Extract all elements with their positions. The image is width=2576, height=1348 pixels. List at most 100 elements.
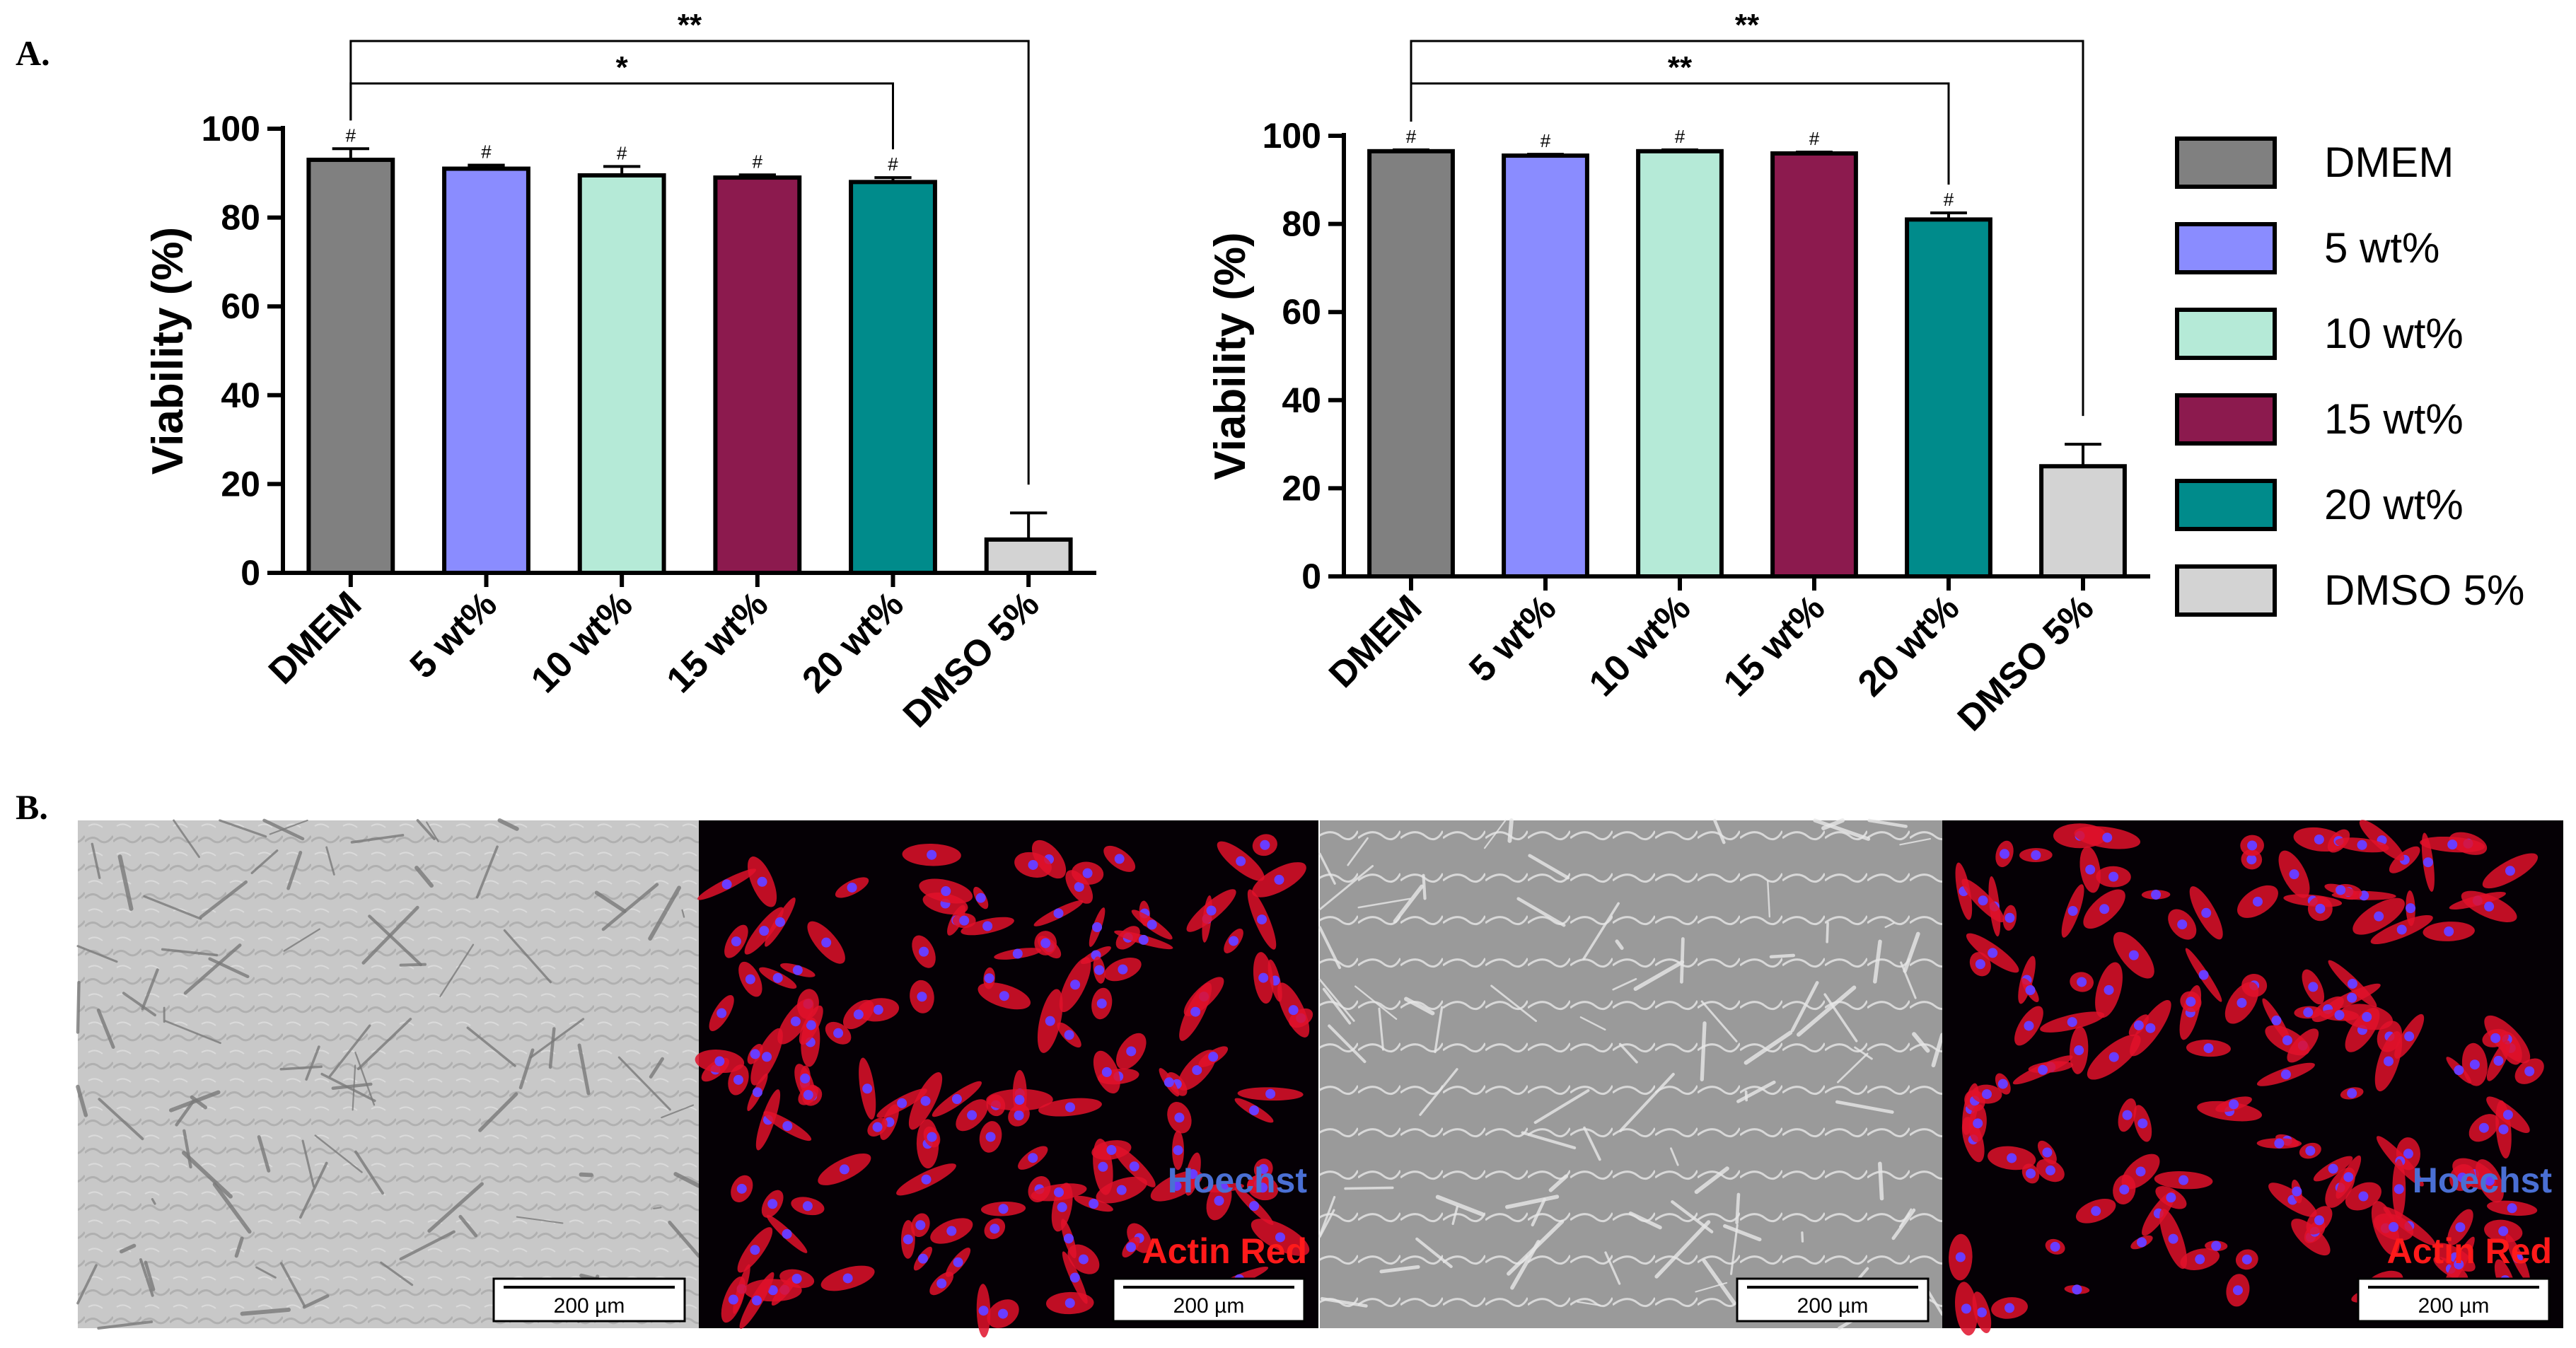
cell-outline — [1927, 1290, 1944, 1316]
cell-outline — [1451, 1205, 1458, 1226]
nucleus — [800, 1073, 811, 1083]
cell-outline — [164, 1020, 221, 1045]
cell-outline — [141, 968, 159, 1011]
cell-outline — [98, 1098, 144, 1141]
nucleus — [1094, 965, 1105, 975]
legend-label: DMSO 5% — [2324, 566, 2524, 614]
significance-mark: # — [346, 124, 356, 146]
nucleus — [2025, 984, 2036, 995]
cell-outline — [331, 1082, 373, 1090]
cell-outline — [1318, 1209, 1335, 1238]
cell-outline — [1723, 1224, 1762, 1242]
nucleus — [782, 1121, 793, 1132]
cell-outline — [139, 1257, 154, 1297]
nucleus — [2137, 1118, 2148, 1129]
nucleus — [985, 1132, 996, 1142]
nucleus — [1258, 972, 1269, 983]
cell-outline — [1583, 1126, 1601, 1161]
nucleus — [1249, 1201, 1260, 1212]
nucleus — [1028, 859, 1038, 870]
legend: DMEM 5 wt% 10 wt% 15 wt% 20 wt% DMSO 5% — [2175, 136, 2524, 617]
legend-label: 20 wt% — [2324, 481, 2464, 528]
nucleus — [1064, 1030, 1074, 1040]
nucleus — [1014, 1110, 1024, 1121]
nucleus — [821, 937, 832, 948]
nucleus — [2280, 1069, 2291, 1080]
legend-swatch — [2175, 564, 2277, 617]
nucleus — [982, 921, 993, 931]
cell-outline — [1837, 1052, 1869, 1083]
nucleus — [2166, 1192, 2176, 1203]
nucleus — [750, 1049, 760, 1059]
nucleus — [2077, 977, 2087, 987]
nucleus — [1192, 1065, 1202, 1076]
y-tick-label: 40 — [221, 376, 260, 415]
cell-outline — [1931, 1033, 1944, 1068]
bar — [442, 166, 530, 575]
nucleus — [782, 1228, 792, 1239]
significance-mark: # — [753, 151, 763, 172]
cell-outline — [1434, 1006, 1444, 1054]
nucleus — [2512, 1253, 2523, 1263]
nucleus — [1129, 1161, 1139, 1172]
nucleus — [1147, 919, 1157, 930]
nucleus — [1236, 856, 1246, 866]
nucleus — [1069, 1272, 1080, 1283]
significance-label: ** — [1735, 8, 1760, 42]
cell-outline — [76, 980, 81, 1034]
nucleus — [853, 1009, 864, 1020]
nucleus — [2498, 1226, 2509, 1236]
cell-outline — [199, 880, 248, 919]
cell-outline — [354, 1150, 384, 1195]
nucleus — [2314, 1215, 2324, 1226]
cell-outline — [1354, 985, 1398, 1020]
x-tick-label: 15 wt% — [1716, 587, 1833, 704]
cell-outline — [1744, 1030, 1793, 1065]
nucleus — [2328, 1163, 2338, 1174]
nucleus — [750, 1245, 760, 1255]
nucleus — [1164, 1077, 1174, 1088]
cell-outline — [1579, 1016, 1606, 1031]
micrograph-phase-contrast: 200 µm — [1318, 818, 1944, 1330]
cell-outline — [1700, 1021, 1707, 1081]
nucleus — [1116, 1185, 1127, 1195]
cell-outline — [649, 1057, 664, 1079]
cell-outline — [1713, 818, 1726, 844]
nucleus — [984, 973, 994, 984]
nucleus — [1978, 895, 1988, 906]
significance-mark: # — [481, 141, 492, 162]
cell-outline — [1378, 1007, 1385, 1051]
cell-outline — [1694, 1166, 1729, 1195]
cell-outline — [1912, 1032, 1930, 1053]
cell-outline — [1821, 818, 1845, 830]
cell-outline — [1528, 854, 1570, 880]
nucleus — [967, 1110, 977, 1120]
bar — [1770, 151, 1858, 579]
cell-outline — [255, 1266, 277, 1279]
cell-outline — [328, 1024, 371, 1078]
micrograph-fluorescence: 200 µm Hoechst Actin Red — [1942, 820, 2563, 1336]
nucleus — [1265, 1088, 1276, 1099]
cell-outline — [183, 943, 242, 995]
nucleus — [1955, 1252, 1966, 1262]
nucleus — [1057, 1202, 1067, 1212]
nucleus — [736, 1183, 747, 1194]
nucleus — [733, 1074, 743, 1085]
nucleus — [1274, 874, 1284, 885]
nucleus — [2136, 1237, 2147, 1248]
cell-outline — [119, 1243, 137, 1254]
nucleus — [2168, 1233, 2178, 1244]
nucleus — [806, 1020, 816, 1030]
nucleus — [1118, 964, 1128, 975]
nucleus — [2343, 1172, 2354, 1183]
y-tick-label: 100 — [1263, 116, 1321, 156]
cell-outline — [173, 819, 200, 859]
nucleus — [1063, 1233, 1074, 1244]
nucleus — [2357, 839, 2367, 850]
cell-outline — [1769, 953, 1796, 959]
cell-outline — [122, 992, 156, 1017]
cell-outline — [1531, 1197, 1546, 1227]
legend-label: 10 wt% — [2324, 310, 2464, 357]
cell-outline — [458, 1214, 478, 1238]
cell-outline — [1618, 1042, 1638, 1064]
